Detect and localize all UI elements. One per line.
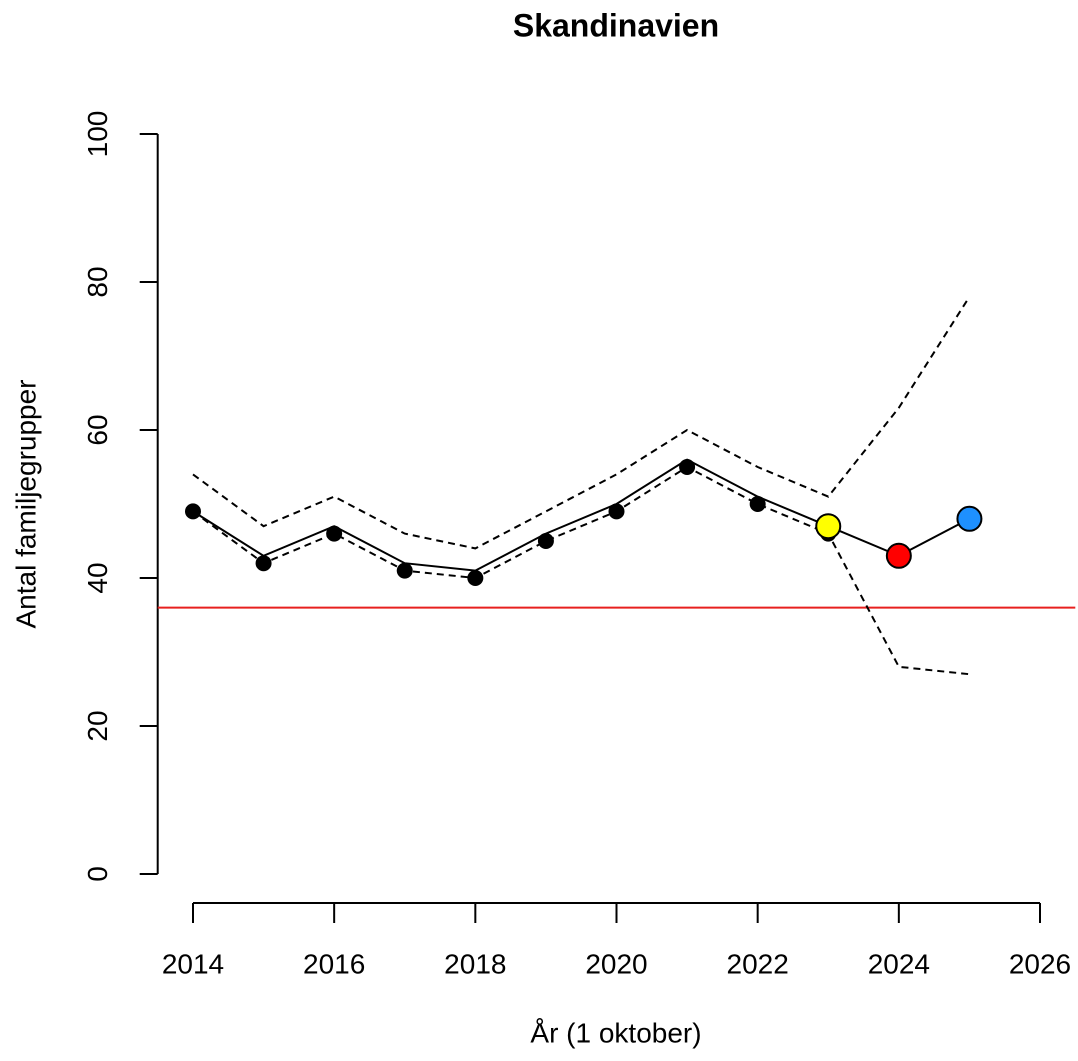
highlight-point bbox=[815, 513, 842, 540]
interval-line bbox=[192, 465, 970, 676]
x-tick-label: 2026 bbox=[1009, 948, 1071, 979]
x-tick-label: 2024 bbox=[868, 948, 930, 979]
y-axis-label: Antal familjegrupper bbox=[10, 379, 41, 628]
highlight-point bbox=[885, 542, 912, 569]
x-tick-label: 2014 bbox=[162, 948, 224, 979]
observed-point bbox=[326, 525, 343, 542]
interval-line bbox=[192, 296, 971, 550]
y-tick-label: 40 bbox=[82, 562, 113, 593]
observed-point bbox=[749, 496, 766, 512]
observed-point bbox=[679, 459, 696, 475]
observed-point bbox=[608, 503, 625, 520]
observed-point bbox=[467, 570, 484, 586]
highlight-point bbox=[956, 505, 983, 532]
y-tick-label: 100 bbox=[82, 111, 113, 158]
y-tick-label: 60 bbox=[82, 414, 113, 445]
x-axis-label: År (1 oktober) bbox=[530, 1017, 701, 1048]
y-tick-label: 80 bbox=[82, 266, 113, 297]
x-tick-label: 2020 bbox=[585, 948, 647, 979]
estimate-line bbox=[192, 458, 970, 572]
y-tick-label: 0 bbox=[82, 866, 113, 882]
y-tick-label: 20 bbox=[82, 710, 113, 741]
observed-point bbox=[537, 533, 554, 549]
x-tick-label: 2022 bbox=[727, 948, 789, 979]
chart-title: Skandinavien bbox=[513, 7, 719, 43]
observed-point bbox=[255, 555, 272, 572]
observed-point bbox=[396, 562, 413, 579]
x-tick-label: 2018 bbox=[444, 948, 506, 979]
x-tick-label: 2016 bbox=[303, 948, 365, 979]
observed-point bbox=[184, 503, 201, 520]
